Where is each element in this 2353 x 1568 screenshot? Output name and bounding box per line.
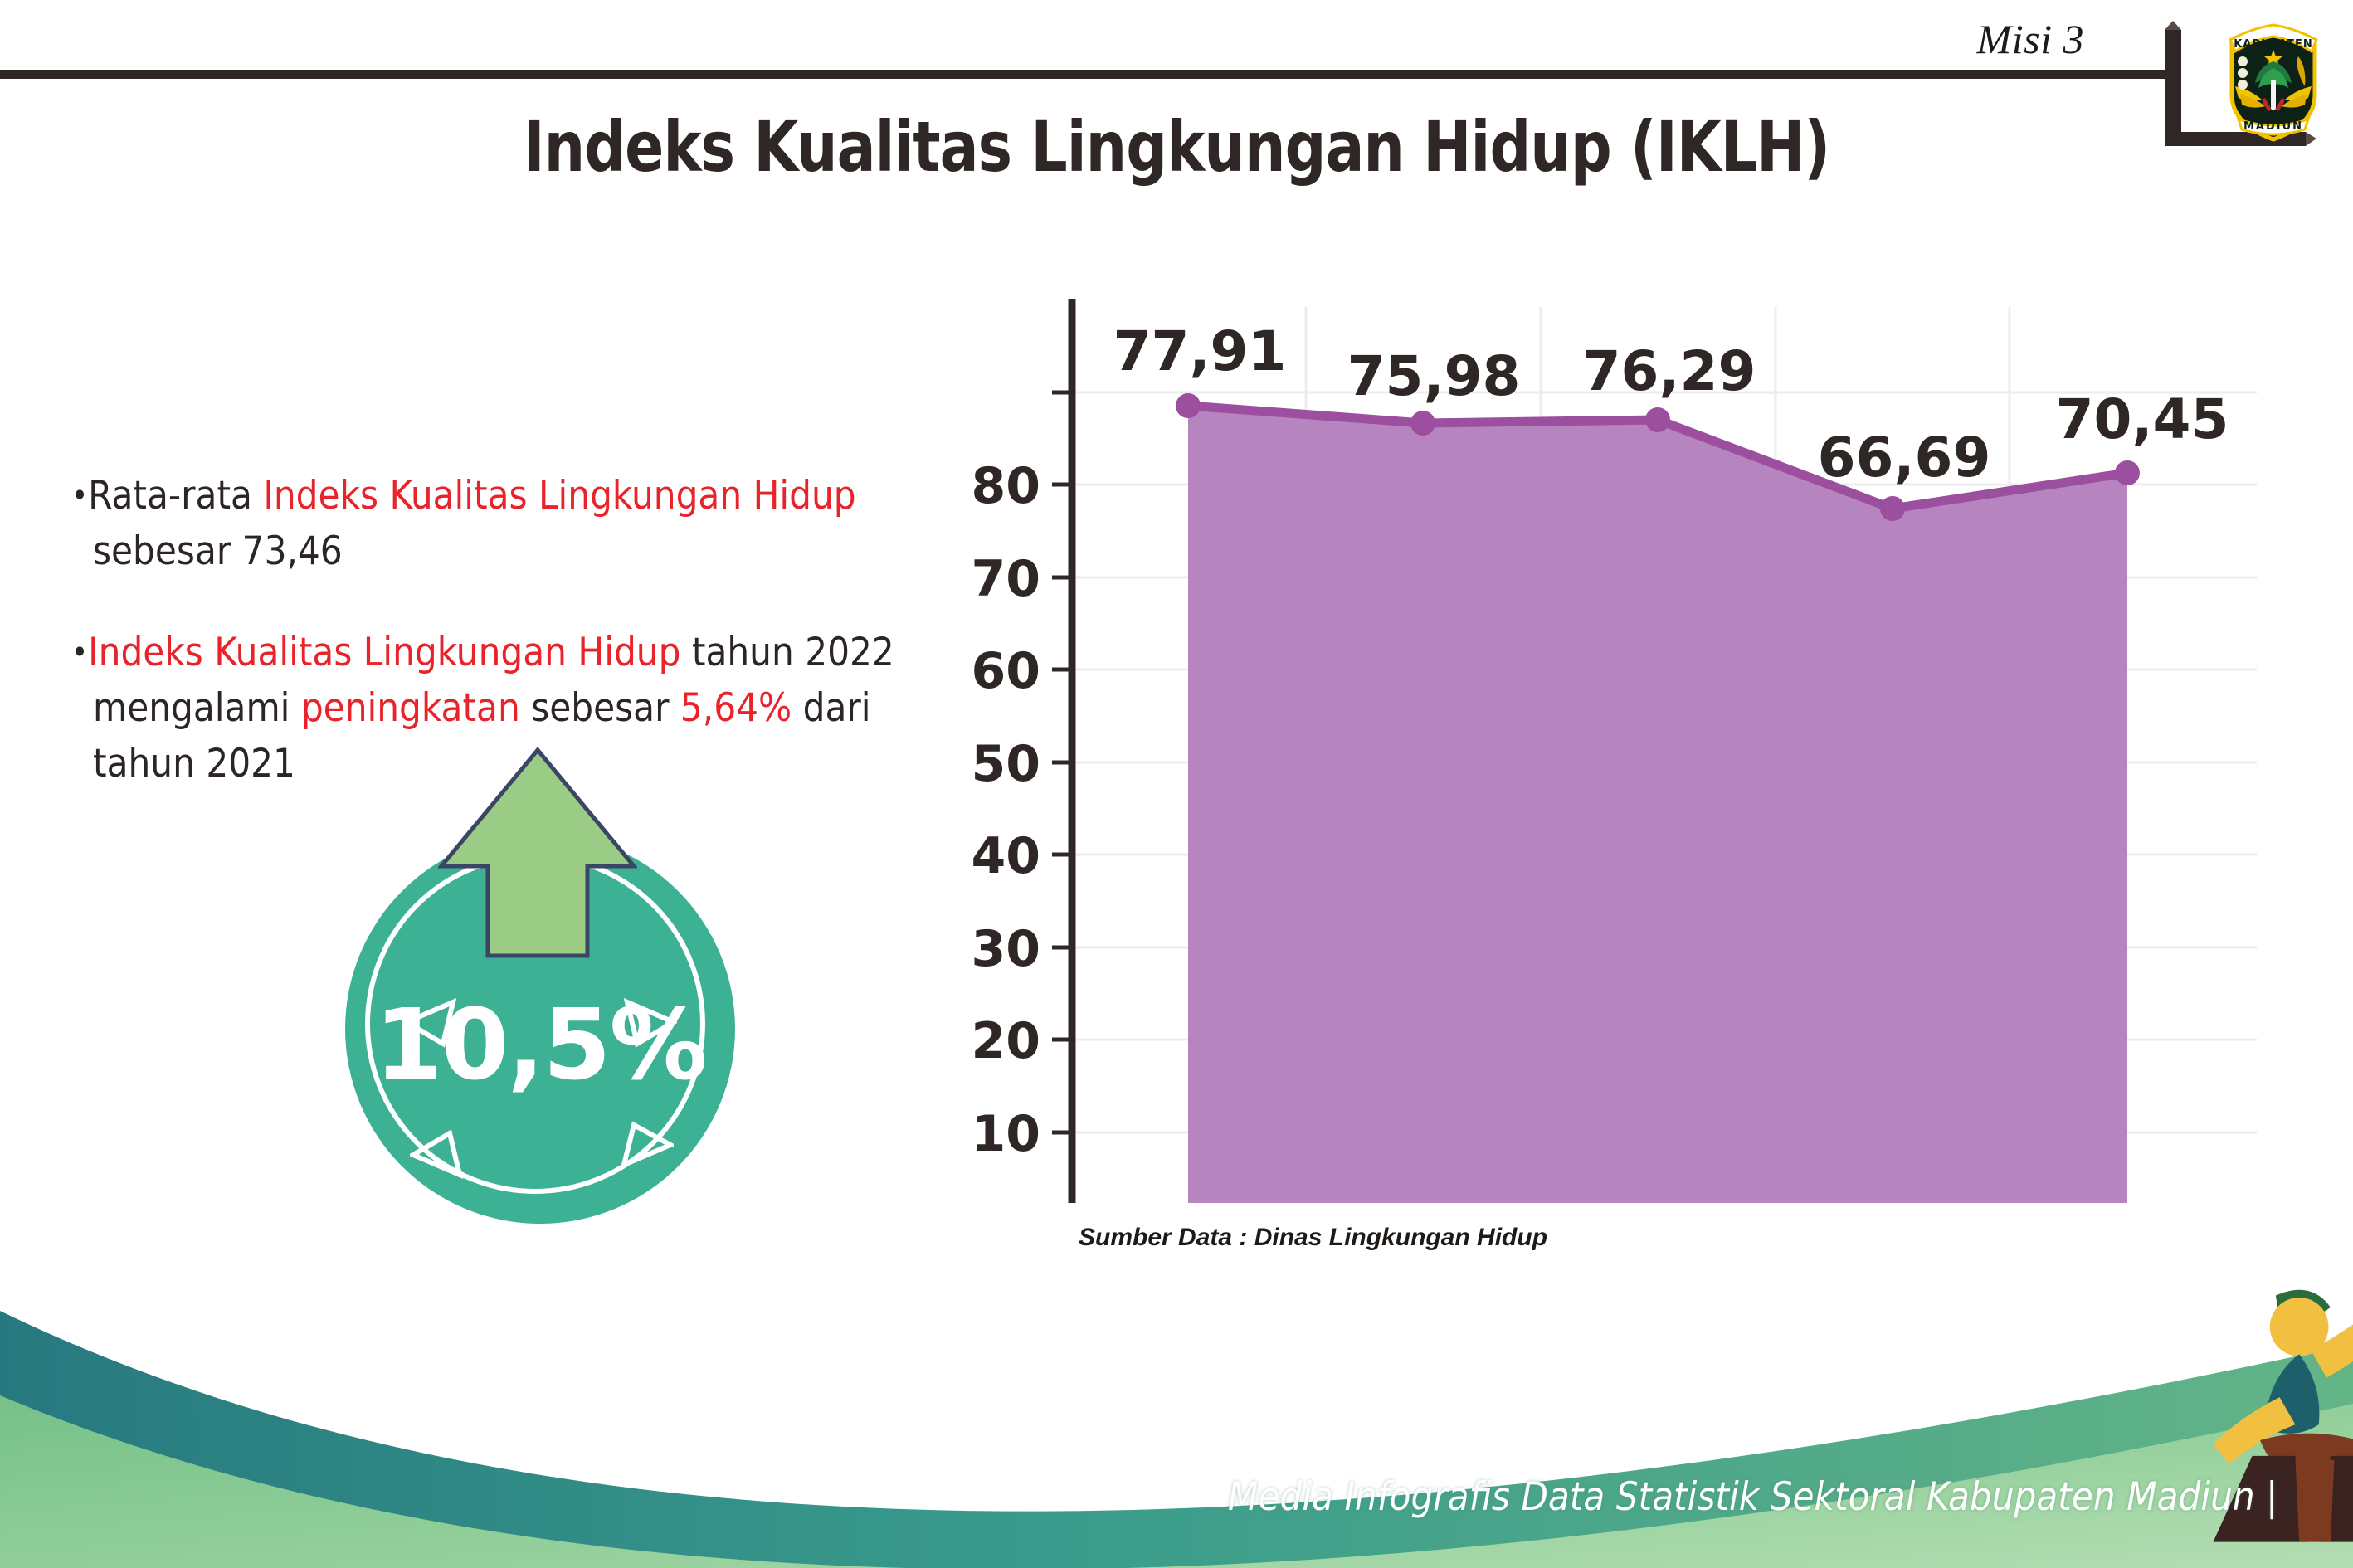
crest-bottom-banner-text: MADIUN (2243, 120, 2303, 133)
y-tick-label-0: 0 (1006, 1197, 1040, 1203)
bullet-1-seg-1: tahun 2022 mengalami (93, 630, 894, 732)
page-title: Indeks Kualitas Lingkungan Hidup (IKLH) (523, 106, 1830, 187)
bullet-1-seg-2: peningkatan (300, 685, 520, 732)
y-tick-label-1: 10 (972, 1105, 1041, 1163)
bullet-0-seg-0: Rata-rata (88, 473, 264, 519)
source-note: Sumber Data : Dinas Lingkungan Hidup (1079, 1224, 1548, 1251)
badge-tick-top-left (403, 997, 457, 1048)
data-label-4: 70,45 (2056, 387, 2229, 451)
y-tick-label-4: 40 (972, 827, 1041, 885)
badge-tick-bottom-left (410, 1129, 464, 1180)
footer-wave-teal (0, 1311, 2353, 1568)
badge-percentage: 10,5% (374, 987, 707, 1102)
list-item: •Indeks Kualitas Lingkungan Hidup tahun … (71, 626, 943, 791)
y-tick-label-3: 30 (972, 920, 1041, 978)
footer-wave-green (0, 1395, 2353, 1568)
data-label-3: 66,69 (1818, 426, 1991, 489)
bullet-1-seg-4: 5,64% (680, 685, 792, 732)
misi-label: Misi 3 (1976, 16, 2084, 62)
up-arrow-icon (438, 747, 637, 958)
chart-y-ticks (1052, 390, 1072, 1135)
bullet-1-seg-3: sebesar (519, 685, 680, 732)
bracket-vertical-bar (2165, 21, 2181, 146)
bullet-0-seg-1: Indeks Kualitas Lingkungan Hidup (263, 473, 856, 519)
y-tick-label-5: 50 (972, 735, 1041, 793)
data-label-2: 76,29 (1583, 339, 1756, 403)
bullet-marker: • (71, 634, 89, 671)
y-tick-label-6: 60 (972, 642, 1041, 700)
crest-top-banner-text: KABUPATEN (2234, 38, 2313, 51)
bullet-list: •Rata-rata Indeks Kualitas Lingkungan Hi… (71, 469, 943, 792)
increase-badge: 10,5% (330, 747, 762, 1224)
badge-tick-top-right (623, 997, 677, 1048)
data-label-0: 77,91 (1113, 319, 1287, 383)
chart-y-tick-labels: 0 10 20 30 40 50 60 70 80 (972, 457, 1041, 1203)
dancer-figure-icon (2213, 1289, 2353, 1542)
badge-tick-bottom-right (620, 1121, 674, 1170)
data-label-1: 75,98 (1347, 344, 1521, 408)
footer-banner: Media Infografis Data Statistik Sektoral… (0, 1289, 2353, 1568)
bullet-1-seg-0: Indeks Kualitas Lingkungan Hidup (88, 630, 681, 676)
y-tick-label-7: 70 (972, 550, 1041, 608)
bullet-1-seg-5: dari tahun 2021 (93, 685, 871, 786)
bullet-marker: • (71, 477, 89, 514)
chart-area-fill (1188, 406, 2127, 1203)
iklh-area-chart: 0 10 20 30 40 50 60 70 80 2018 2019 2020… (954, 274, 2257, 1203)
chart-point-markers (1176, 393, 2140, 521)
chart-data-labels: 77,91 75,98 76,29 66,69 70,45 (1113, 319, 2229, 489)
y-tick-label-2: 20 (972, 1012, 1041, 1070)
kabupaten-madiun-crest-icon: KABUPATEN MADIUN (2219, 18, 2328, 143)
y-tick-label-8: 80 (972, 457, 1041, 515)
footer-text: Media Infografis Data Statistik Sektoral… (1228, 1474, 2278, 1520)
header-corner-bracket (2165, 21, 2316, 146)
bullet-0-seg-2: sebesar 73,46 (93, 528, 343, 574)
list-item: •Rata-rata Indeks Kualitas Lingkungan Hi… (71, 469, 943, 579)
header-divider-rule (0, 70, 2167, 79)
